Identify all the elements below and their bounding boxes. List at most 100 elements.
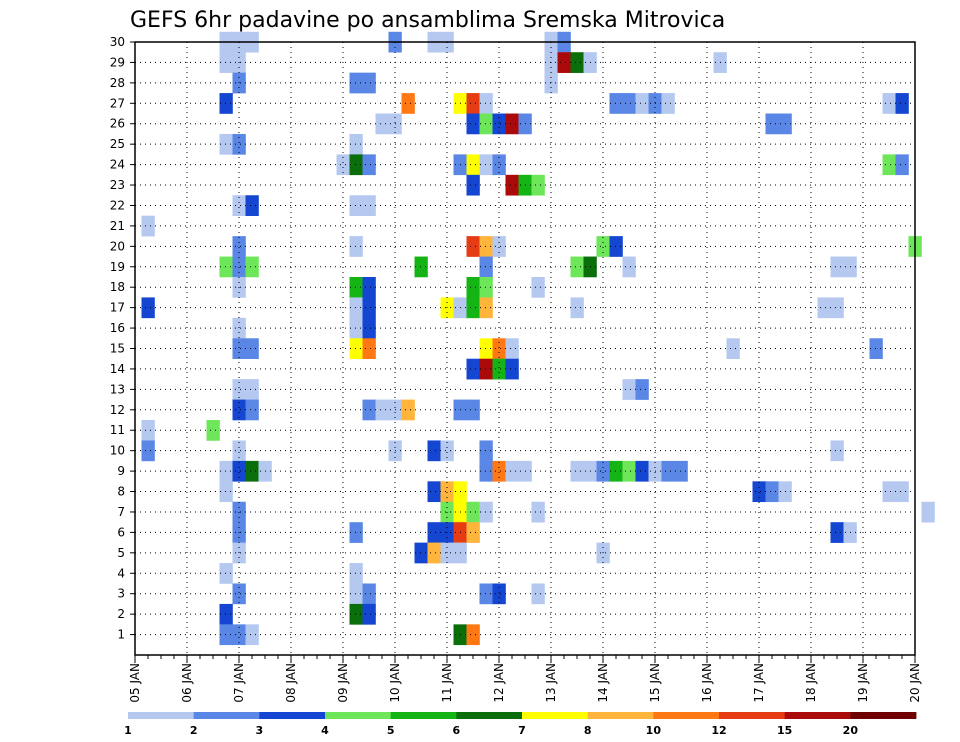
colorbar-swatch <box>719 712 786 719</box>
precip-cell <box>492 236 506 257</box>
precip-cell <box>817 297 831 319</box>
precip-cell <box>375 399 389 421</box>
precip-cell <box>141 420 155 441</box>
precip-cell <box>466 624 480 646</box>
y-tick-label: 8 <box>117 485 125 499</box>
precip-cell <box>674 460 688 482</box>
precip-cell <box>492 154 506 176</box>
y-tick-label: 25 <box>110 137 125 151</box>
precip-cell <box>466 399 480 421</box>
colorbar-swatch <box>193 712 260 719</box>
precip-cell <box>466 297 480 319</box>
precip-cell <box>245 460 259 482</box>
precip-cell <box>414 256 428 278</box>
precip-cell <box>635 460 649 482</box>
y-tick-label: 15 <box>110 342 125 356</box>
precip-cell <box>622 379 636 400</box>
x-tick-label: 13 JAN <box>544 663 558 703</box>
y-tick-label: 29 <box>110 55 125 69</box>
precip-cell <box>531 583 545 605</box>
precip-cell <box>141 297 155 319</box>
precip-cell <box>349 195 363 216</box>
x-tick-label: 07 JAN <box>232 663 246 703</box>
colorbar-swatch <box>850 712 917 719</box>
precip-cell <box>544 72 558 94</box>
precip-cell <box>830 440 844 462</box>
precip-cell <box>570 460 584 482</box>
precip-cell <box>596 460 610 482</box>
precip-cell <box>635 93 649 114</box>
precip-cell <box>245 379 259 400</box>
precip-cell <box>479 93 493 114</box>
precip-cell <box>349 522 363 543</box>
colorbar-swatch <box>390 712 457 719</box>
x-tick-label: 17 JAN <box>752 663 766 703</box>
y-tick-label: 28 <box>110 76 125 90</box>
precip-cell <box>141 215 155 237</box>
x-tick-label: 05 JAN <box>128 663 142 703</box>
precip-cell <box>219 133 233 155</box>
precip-cell <box>752 481 766 503</box>
precip-cell <box>479 440 493 462</box>
x-tick-label: 16 JAN <box>700 663 714 703</box>
precip-cell <box>830 256 844 278</box>
precip-cell <box>349 603 363 625</box>
y-tick-label: 23 <box>110 178 125 192</box>
precip-cell <box>427 481 441 503</box>
precip-cell <box>349 276 363 298</box>
precip-cell <box>219 624 233 646</box>
y-tick-label: 19 <box>110 260 125 274</box>
precip-cell <box>882 481 896 503</box>
precip-cell <box>570 297 584 319</box>
precip-cell <box>765 113 779 135</box>
y-tick-label: 18 <box>110 280 125 294</box>
y-tick-label: 6 <box>117 525 125 539</box>
precip-cell <box>895 481 909 503</box>
precip-cell <box>869 338 883 360</box>
colorbar-tick-label: 8 <box>584 724 592 737</box>
y-tick-label: 9 <box>117 464 125 478</box>
precip-cell <box>219 256 233 278</box>
y-tick-label: 4 <box>117 566 125 580</box>
precip-cell <box>232 379 246 400</box>
y-tick-label: 16 <box>110 321 125 335</box>
precip-cell <box>895 154 909 176</box>
precip-cell <box>414 542 428 564</box>
y-tick-label: 24 <box>110 158 125 172</box>
y-axis-ticks: 1234567891011121314151617181920212223242… <box>110 35 135 642</box>
precip-cell <box>336 154 350 176</box>
precip-cell <box>531 174 545 196</box>
precip-cell <box>830 522 844 543</box>
precip-cell <box>622 460 636 482</box>
precip-cell <box>492 358 506 380</box>
colorbar-tick-label: 20 <box>843 724 859 737</box>
y-tick-label: 30 <box>110 35 125 49</box>
precip-cell <box>349 133 363 155</box>
colorbar-tick-label: 4 <box>321 724 329 737</box>
precip-cell <box>596 236 610 257</box>
precip-cell <box>362 583 376 605</box>
precip-cell <box>466 93 480 114</box>
precip-cell <box>466 154 480 176</box>
precip-cell <box>895 93 909 114</box>
precip-cell <box>219 460 233 482</box>
precip-cell <box>245 195 259 216</box>
precip-cell <box>375 113 389 135</box>
precip-cell <box>466 174 480 196</box>
y-tick-label: 13 <box>110 382 125 396</box>
y-tick-label: 2 <box>117 607 125 621</box>
precip-cell <box>557 52 571 73</box>
precip-cell <box>362 338 376 360</box>
precip-cell <box>232 399 246 421</box>
precip-cell <box>362 297 376 319</box>
precip-cell <box>362 154 376 176</box>
precip-cell <box>609 93 623 114</box>
precip-cell <box>362 317 376 339</box>
precip-cell <box>466 276 480 298</box>
colorbar: 1 2 3 4 5 6 7 8 10 12 15 20 <box>124 712 917 737</box>
precip-cell <box>362 276 376 298</box>
precip-cell <box>401 399 415 421</box>
precip-cell <box>479 276 493 298</box>
precip-cell <box>427 440 441 462</box>
